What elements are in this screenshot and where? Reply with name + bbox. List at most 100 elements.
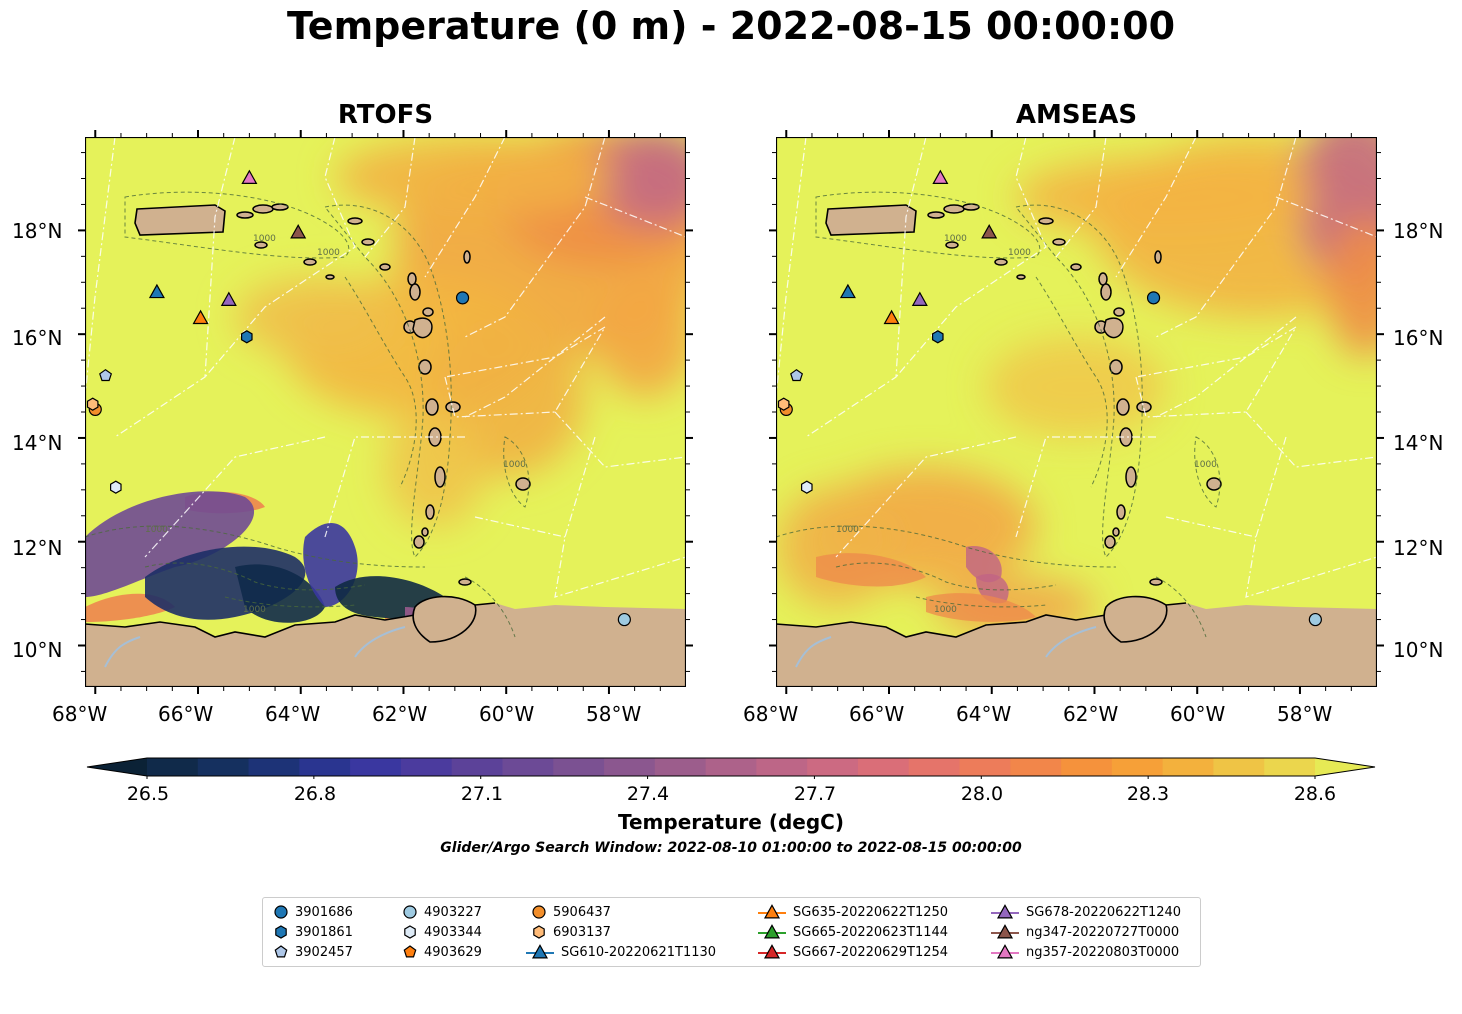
eez-boundary (464, 137, 606, 338)
x-tick-label: 68°W (52, 702, 108, 726)
eez-boundary (776, 137, 807, 398)
x-tick-label: 62°W (372, 702, 428, 726)
legend-item: 6903137 (531, 923, 611, 941)
eez-boundary (444, 326, 606, 378)
island-land (943, 204, 965, 214)
contour-label: 1000 (253, 234, 276, 244)
eez-boundary (1135, 326, 1297, 418)
legend-item: SG678-20220622T1240 (990, 903, 1181, 921)
island-land (1113, 307, 1125, 317)
colorbar-bin (959, 758, 1011, 776)
island-land (434, 466, 446, 488)
bathymetry-contour (85, 525, 426, 568)
triangle-marker-icon (883, 309, 900, 325)
colorbar-bin (908, 758, 961, 776)
island-land (409, 283, 421, 301)
colorbar-bin (299, 758, 351, 776)
river (104, 636, 141, 668)
island-land (1016, 274, 1026, 280)
eez-boundary (1245, 411, 1377, 468)
triangle-marker-icon (148, 283, 165, 299)
bathymetry-contour (344, 276, 417, 488)
island-land (463, 250, 471, 264)
colorbar-bin (1010, 758, 1062, 776)
cold-plume (235, 564, 325, 623)
bathymetry-contour (1015, 204, 1143, 558)
south-america-land (85, 603, 686, 687)
island-land (418, 359, 432, 375)
hexagon-marker-icon (932, 330, 944, 344)
colorbar-bin (1213, 758, 1265, 776)
contour-label: 1000 (145, 525, 168, 535)
eez-boundary (1275, 196, 1377, 238)
warm-patch (595, 137, 686, 227)
colorbar (86, 757, 1376, 779)
search-window-note: Glider/Argo Search Window: 2022-08-10 01… (440, 840, 1022, 856)
island-land (1052, 238, 1066, 246)
eez-boundary (1115, 137, 1197, 278)
colorbar-tick-label: 28.3 (1126, 783, 1170, 805)
triangle-marker-icon (531, 944, 549, 959)
bathymetry-contour (815, 191, 1041, 259)
legend-item: 3901861 (273, 923, 353, 941)
island-land (1109, 359, 1123, 375)
bathymetry-contour (324, 204, 452, 558)
triangle-marker-icon (839, 283, 856, 299)
legend-marker-icon (275, 925, 287, 939)
circle-marker-icon (403, 905, 417, 919)
map-frame (776, 137, 1377, 687)
colorbar-bin (1111, 758, 1164, 776)
colorbar-bin (553, 758, 605, 776)
island-land (421, 527, 429, 537)
eez-boundary (464, 316, 606, 418)
legend-item: ng347-20220727T0000 (990, 923, 1179, 941)
island-land (407, 272, 417, 286)
bathymetry-contour (1035, 276, 1108, 488)
legend-marker-icon (758, 944, 786, 959)
x-tick-label: 58°W (586, 702, 642, 726)
x-tick-label: 66°W (158, 702, 214, 726)
eez-boundaries (85, 137, 686, 598)
warm-filament (816, 553, 926, 587)
eez-boundary (1015, 436, 1156, 538)
island-land (413, 535, 425, 549)
map-frame (85, 137, 686, 687)
colorbar-bin (1061, 758, 1113, 776)
eez-boundary (1135, 326, 1297, 378)
legend-label: 6903137 (553, 924, 611, 940)
island-land (1098, 272, 1108, 286)
island-land (252, 204, 274, 214)
island-land (1104, 535, 1116, 549)
legend-label: 4903629 (424, 944, 482, 960)
bathymetry-contour (915, 596, 1047, 608)
island-land (945, 241, 959, 249)
colorbar-tick-label: 28.0 (960, 783, 1004, 805)
warm-patch (776, 487, 896, 607)
contour-label: 1000 (503, 460, 526, 470)
guadeloupe-land (1103, 317, 1124, 339)
triangle-marker-icon (996, 944, 1014, 959)
island-land (1038, 217, 1054, 225)
contour-label: 1000 (317, 248, 340, 258)
bathymetry-contour (1155, 576, 1207, 638)
colorbar-bin (400, 758, 453, 776)
triangle-marker-icon (763, 944, 781, 959)
legend-label: 3901686 (295, 904, 353, 920)
cold-plume (85, 491, 255, 597)
eez-boundary (474, 516, 566, 538)
island-land (962, 203, 980, 211)
colorbar-tick-label: 26.5 (126, 783, 170, 805)
colorbar-tick-label: 28.6 (1293, 783, 1337, 805)
circle-marker-icon (455, 291, 470, 305)
colorbar-extend-min (87, 758, 147, 776)
x-tick-label: 64°W (956, 702, 1012, 726)
island-land (425, 398, 439, 416)
island-land (1154, 250, 1162, 264)
puerto-rico-land (825, 204, 917, 236)
legend-label: SG667-20220629T1254 (793, 944, 949, 960)
island-land (379, 263, 391, 271)
legend-marker-icon (526, 944, 554, 959)
warm-filament (926, 593, 1036, 622)
x-tick-label: 62°W (1063, 702, 1119, 726)
triangle-marker-icon (192, 309, 209, 325)
